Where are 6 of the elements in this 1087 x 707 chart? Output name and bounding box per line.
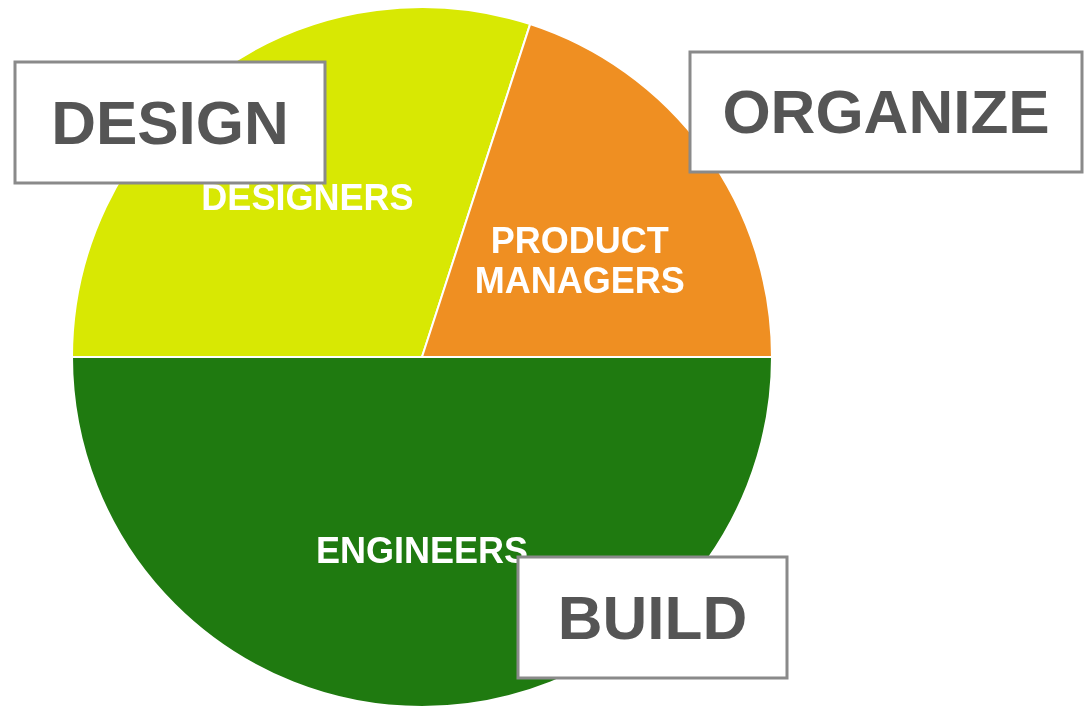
- slice-label: DESIGNERS: [201, 177, 414, 219]
- slice-label: PRODUCT MANAGERS: [474, 220, 685, 302]
- text: ORGANIZE: [722, 77, 1050, 146]
- text: BUILD: [557, 582, 748, 652]
- slice-label: ENGINEERS: [315, 530, 529, 571]
- text: DESIGN: [51, 87, 289, 157]
